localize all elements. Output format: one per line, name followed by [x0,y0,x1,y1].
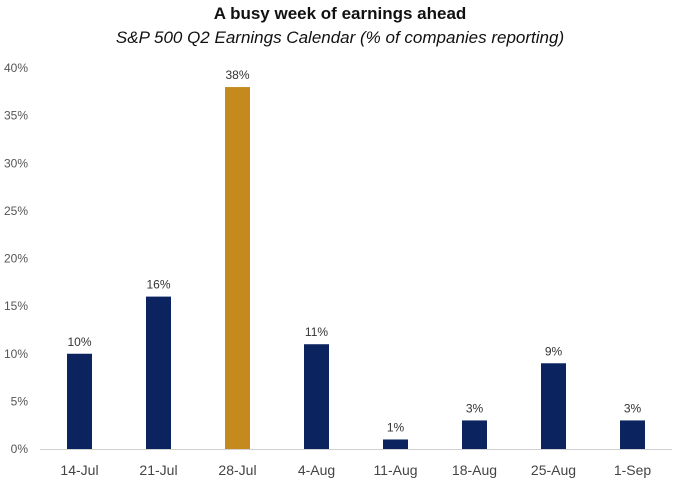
y-tick-label: 20% [4,252,28,266]
x-tick-label: 1-Sep [614,462,652,478]
bar-18-aug [462,420,487,449]
bars [67,87,645,450]
data-label: 9% [545,344,563,358]
data-label: 11% [305,325,328,339]
chart-subtitle: S&P 500 Q2 Earnings Calendar (% of compa… [115,28,565,47]
bar-14-jul [67,353,92,449]
data-label: 1% [387,420,405,434]
data-label: 3% [466,401,484,415]
y-tick-label: 35% [4,109,28,123]
bar-11-aug [383,439,408,449]
chart-title: A busy week of earnings ahead [213,4,467,23]
y-axis: 0% 5% 10% 15% 20% 25% 30% 35% 40% [4,61,28,456]
data-label: 38% [225,68,249,82]
bar-21-jul [146,296,171,449]
bar-4-aug [304,344,329,449]
x-tick-label: 25-Aug [531,462,576,478]
y-tick-label: 0% [11,442,29,456]
data-label: 3% [624,401,642,415]
x-tick-label: 4-Aug [298,462,335,478]
x-tick-label: 28-Jul [218,462,256,478]
data-label: 16% [146,278,170,292]
data-label: 10% [67,335,91,349]
x-tick-label: 18-Aug [452,462,497,478]
y-tick-label: 5% [11,394,29,408]
y-tick-label: 10% [4,347,28,361]
y-tick-label: 15% [4,299,28,313]
x-tick-label: 11-Aug [373,462,417,478]
y-tick-label: 25% [4,204,28,218]
bar-1-sep [620,420,645,449]
x-axis: 14-Jul 21-Jul 28-Jul 4-Aug 11-Aug 18-Aug 25-Au… [40,449,672,478]
y-tick-label: 40% [4,61,28,75]
x-tick-label: 14-Jul [60,462,98,478]
data-labels: 10% 16% 38% 11% 1% 3% 9% 3% [67,68,641,434]
x-tick-label: 21-Jul [139,462,177,478]
y-tick-label: 30% [4,156,28,170]
bar-25-aug [541,363,566,449]
bar-28-jul [225,87,250,450]
